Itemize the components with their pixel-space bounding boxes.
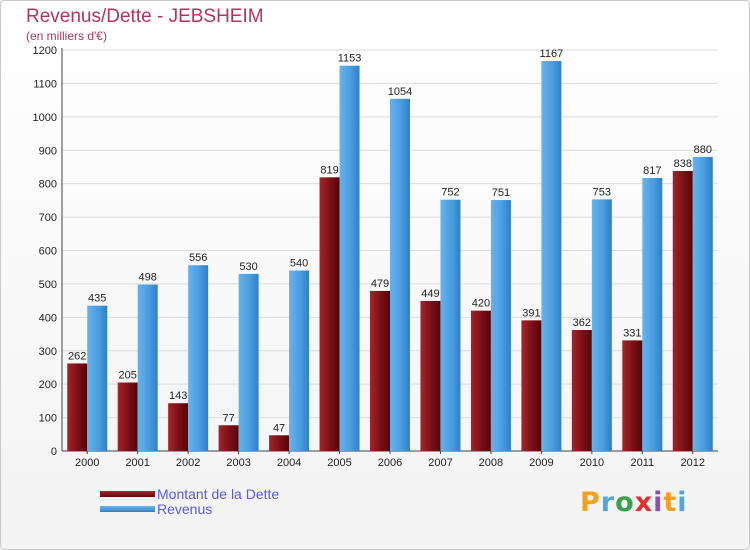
data-label-revenus: 817 xyxy=(643,165,661,177)
data-label-revenus: 880 xyxy=(694,144,712,156)
bar-revenus xyxy=(692,156,713,451)
x-tick-label: 2002 xyxy=(176,457,200,469)
bar-revenus xyxy=(440,199,461,451)
bar-revenus xyxy=(490,200,511,451)
bar-revenus xyxy=(390,98,410,451)
y-tick-label: 600 xyxy=(39,246,57,258)
bar-dette xyxy=(370,290,390,451)
x-tick-label: 2001 xyxy=(125,457,149,469)
logo-letter: P xyxy=(580,487,601,518)
bar-revenus xyxy=(591,199,612,451)
data-label-revenus: 498 xyxy=(139,272,157,284)
data-label-dette: 449 xyxy=(421,288,439,300)
data-label-revenus: 556 xyxy=(189,252,207,264)
y-tick-label: 500 xyxy=(39,279,57,291)
data-label-revenus: 1153 xyxy=(338,53,362,65)
bar-dette xyxy=(67,363,88,451)
bar-dette xyxy=(521,320,542,451)
chart-subtitle: (en milliers d'€) xyxy=(26,29,107,43)
x-tick-label: 2007 xyxy=(428,457,452,469)
proxiti-logo: Proxiti xyxy=(580,487,688,518)
bar-dette xyxy=(470,310,491,451)
legend-item-revenus: Revenus xyxy=(100,501,212,517)
data-label-dette: 47 xyxy=(273,422,285,434)
logo-letter: o xyxy=(615,487,635,518)
data-label-dette: 262 xyxy=(68,350,86,362)
data-label-dette: 331 xyxy=(623,327,641,339)
data-label-dette: 420 xyxy=(472,298,490,310)
x-tick-label: 2008 xyxy=(479,457,503,469)
legend-item-dette: Montant de la Dette xyxy=(100,486,279,502)
y-tick-label: 700 xyxy=(39,212,57,224)
bar-revenus xyxy=(188,265,209,451)
bar-dette xyxy=(420,300,441,451)
bar-dette xyxy=(571,330,592,451)
axes: 0 100 200 300 400 500 600 700 800 900 1000 1100 1200… xyxy=(33,45,718,469)
bar-revenus xyxy=(541,61,562,452)
x-tick-label: 2011 xyxy=(630,457,654,469)
chart-title: Revenus/Dette - JEBSHEIM xyxy=(26,6,264,27)
bar-dette xyxy=(218,425,239,451)
y-tick-label: 1100 xyxy=(33,78,57,90)
logo-letter: i xyxy=(653,487,664,518)
data-label-dette: 391 xyxy=(522,307,540,319)
data-label-dette: 838 xyxy=(674,158,692,170)
bar-revenus xyxy=(339,65,360,451)
x-tick-label: 2003 xyxy=(226,457,250,469)
data-label-revenus: 540 xyxy=(290,258,308,270)
y-tick-label: 300 xyxy=(39,346,57,358)
bar-revenus xyxy=(238,273,259,451)
bars xyxy=(67,61,713,452)
bar-dette xyxy=(168,403,189,451)
legend-label-dette: Montant de la Dette xyxy=(157,486,280,502)
legend-swatch-dette xyxy=(100,491,155,497)
y-tick-label: 1200 xyxy=(33,45,57,57)
y-tick-label: 400 xyxy=(39,312,57,324)
data-label-revenus: 752 xyxy=(441,187,459,199)
logo-letter: r xyxy=(600,487,616,518)
data-label-revenus: 753 xyxy=(593,186,611,198)
logo-letter: t xyxy=(663,487,678,518)
x-tick-label: 2010 xyxy=(580,457,604,469)
data-label-revenus: 435 xyxy=(88,293,106,305)
y-tick-label: 0 xyxy=(51,446,57,458)
x-tick-label: 2006 xyxy=(378,457,402,469)
bar-dette xyxy=(622,340,643,451)
y-tick-label: 800 xyxy=(39,179,57,191)
data-label-dette: 819 xyxy=(320,164,338,176)
bar-dette xyxy=(319,177,340,451)
y-tick-label: 100 xyxy=(39,413,57,425)
x-tick-label: 2005 xyxy=(327,457,351,469)
x-tick-label: 2000 xyxy=(75,457,99,469)
data-label-dette: 77 xyxy=(222,412,234,424)
bar-revenus xyxy=(642,177,663,451)
y-tick-label: 1000 xyxy=(33,112,57,124)
logo-letter: i xyxy=(677,487,688,518)
data-label-dette: 362 xyxy=(573,317,591,329)
bar-dette xyxy=(117,382,138,451)
data-label-dette: 143 xyxy=(169,390,187,402)
legend-label-revenus: Revenus xyxy=(157,501,213,517)
data-label-revenus: 751 xyxy=(492,187,510,199)
data-labels: 262 435 205 498 143 556 77 530 47 540 819 1153 479 10… xyxy=(68,48,712,434)
x-tick-label: 2012 xyxy=(681,457,705,469)
y-tick-label: 200 xyxy=(39,379,57,391)
data-label-dette: 205 xyxy=(119,369,137,381)
bar-revenus xyxy=(87,305,108,451)
data-label-revenus: 530 xyxy=(239,261,257,273)
legend-swatch-revenus xyxy=(100,506,155,512)
data-label-dette: 479 xyxy=(371,278,389,290)
data-label-revenus: 1167 xyxy=(540,48,564,60)
x-tick-label: 2004 xyxy=(277,457,301,469)
x-tick-label: 2009 xyxy=(529,457,553,469)
y-tick-label: 900 xyxy=(39,145,57,157)
bar-dette xyxy=(672,170,693,452)
logo-letter: x xyxy=(634,487,654,518)
bar-revenus xyxy=(289,270,310,451)
data-label-revenus: 1054 xyxy=(388,86,412,98)
bar-dette xyxy=(269,435,290,451)
bar-revenus xyxy=(137,284,158,451)
